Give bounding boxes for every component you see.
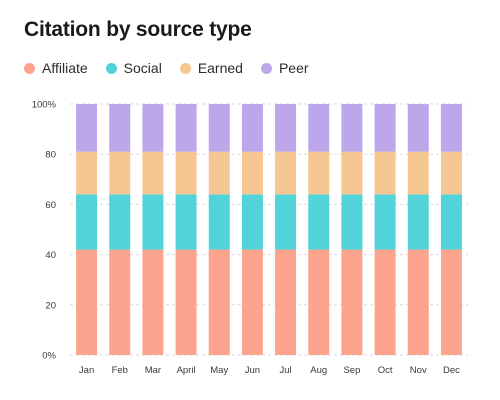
bar-segment-earned: [308, 151, 330, 195]
bar-segment-earned: [440, 151, 462, 195]
bar-segment-social: [308, 194, 330, 250]
bar-segment-affiliate: [374, 249, 396, 355]
bar-segment-earned: [374, 151, 396, 195]
bar-segment-social: [175, 194, 197, 250]
x-tick-label: April: [177, 365, 196, 376]
bar-segment-affiliate: [308, 249, 330, 355]
bar-segment-peer: [407, 104, 429, 152]
x-tick-label: Feb: [112, 365, 128, 376]
y-tick-label: 40: [45, 250, 56, 261]
x-tick-label: Jan: [79, 365, 94, 376]
bar-segment-affiliate: [208, 249, 230, 355]
bar-segment-affiliate: [109, 249, 131, 355]
x-tick-label: Sep: [343, 365, 360, 376]
x-tick-label: Nov: [410, 365, 427, 376]
bar-segment-social: [76, 194, 98, 250]
bar-segment-social: [275, 194, 297, 250]
bar-segment-affiliate: [275, 249, 297, 355]
bar-segment-peer: [275, 104, 297, 152]
legend-swatch-social: [105, 62, 117, 74]
bar-segment-peer: [142, 104, 164, 152]
bar-segment-social: [440, 194, 462, 250]
bar-segment-social: [142, 194, 164, 250]
legend-label-earned: Earned: [197, 60, 243, 76]
bar-segment-peer: [208, 104, 230, 152]
bar-segment-peer: [76, 104, 98, 152]
bar-segment-social: [208, 194, 230, 250]
y-tick-label: 0%: [42, 351, 56, 362]
legend-swatch-earned: [179, 62, 191, 74]
bar-segment-peer: [175, 104, 197, 152]
bar-segment-affiliate: [175, 249, 197, 355]
x-tick-label: Oct: [378, 365, 393, 376]
legend-swatch-peer: [260, 62, 272, 74]
bar-segment-affiliate: [241, 249, 263, 355]
bar-segment-earned: [76, 151, 98, 195]
y-tick-label: 60: [45, 200, 56, 211]
bar-segment-social: [341, 194, 363, 250]
bar-segment-affiliate: [341, 249, 363, 355]
bar-segment-social: [241, 194, 263, 250]
legend-item-affiliate[interactable]: Affiliate: [24, 60, 88, 76]
x-tick-label: May: [210, 365, 228, 376]
chart-legend: Affiliate Social Earned Peer: [24, 60, 309, 76]
y-tick-label: 80: [45, 150, 56, 161]
bar-segment-earned: [208, 151, 230, 195]
y-tick-label: 20: [45, 300, 56, 311]
legend-item-earned[interactable]: Earned: [179, 60, 243, 76]
legend-item-peer[interactable]: Peer: [260, 60, 309, 76]
bar-segment-earned: [275, 151, 297, 195]
bar-segment-social: [374, 194, 396, 250]
legend-swatch-affiliate: [24, 62, 35, 74]
x-tick-label: Mar: [145, 365, 161, 376]
bar-segment-peer: [241, 104, 263, 152]
bar-segment-earned: [241, 151, 263, 195]
y-tick-label: 100%: [32, 100, 57, 111]
legend-label-social: Social: [123, 60, 162, 76]
bar-segment-earned: [407, 151, 429, 195]
bar-segment-social: [407, 194, 429, 250]
x-tick-label: Dec: [443, 365, 460, 376]
bar-segment-social: [109, 194, 131, 250]
legend-label-affiliate: Affiliate: [42, 60, 88, 76]
bar-segment-peer: [374, 104, 396, 152]
bar-segment-earned: [341, 151, 363, 195]
bar-segment-earned: [142, 151, 164, 195]
legend-label-peer: Peer: [278, 60, 309, 76]
x-tick-label: Jul: [280, 365, 292, 376]
bar-segment-earned: [109, 151, 131, 195]
bar-segment-peer: [109, 104, 131, 152]
bar-segment-affiliate: [142, 249, 164, 355]
bar-segment-peer: [308, 104, 330, 152]
bar-segment-affiliate: [76, 249, 98, 355]
bar-segment-peer: [341, 104, 363, 152]
bar-segment-affiliate: [407, 249, 429, 355]
x-tick-label: Aug: [310, 365, 327, 376]
bar-segment-affiliate: [440, 249, 462, 355]
legend-item-social[interactable]: Social: [105, 60, 162, 76]
bar-segment-peer: [440, 104, 462, 152]
chart-title: Citation by source type: [24, 18, 252, 41]
x-tick-label: Jun: [245, 365, 260, 376]
bar-segment-earned: [175, 151, 197, 195]
